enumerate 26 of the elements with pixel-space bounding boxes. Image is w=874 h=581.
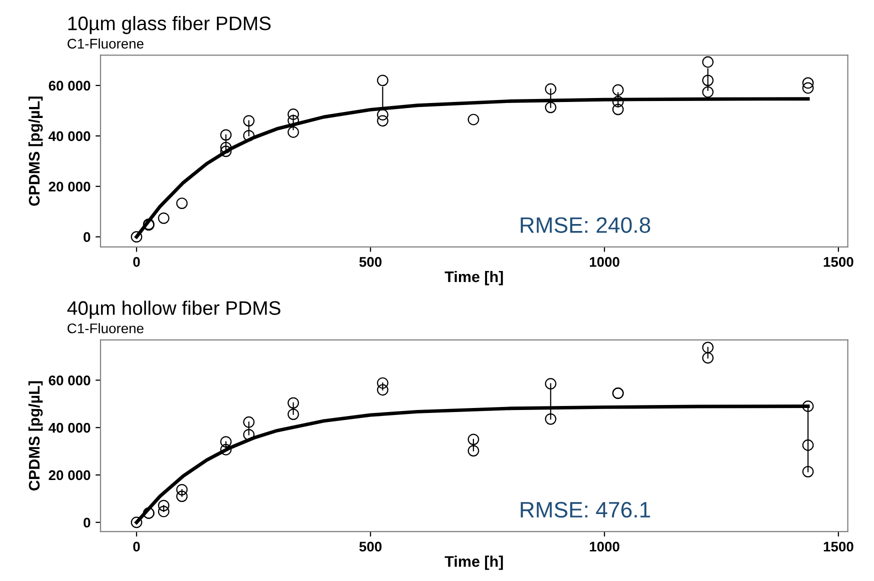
y-tick-label: 0 [84,518,90,528]
y-tick-label: 0 [84,232,90,242]
x-tick-label: 1500 [824,257,854,267]
x-axis-title: Time [h] [444,270,503,286]
x-tick-label: 1000 [590,542,620,552]
y-axis-title: CPDMS [pg/µL] [28,96,43,206]
chart-subtitle: C1-Fluorene [68,323,144,334]
y-axis-title: CPDMS [pg/µL] [28,381,43,490]
y-tick-label: 40 000 [48,131,90,142]
chart-title: 10µm glass fiber PDMS [68,16,271,34]
x-tick-label: 500 [359,542,382,552]
y-tick-label: 20 000 [48,470,90,480]
x-tick-label: 500 [359,257,382,267]
chart-title: 40µm hollow fiber PDMS [67,300,280,319]
y-tick-label: 20 000 [48,182,90,192]
y-tick-label: 40 000 [48,422,90,433]
x-tick-label: 1000 [590,257,620,267]
chart-subtitle: C1-Fluorene [68,38,144,49]
y-tick-label: 60 000 [48,376,90,386]
x-axis-title: Time [h] [444,556,503,570]
annotation: RMSE: 476.1 [520,502,650,518]
y-tick-label: 60 000 [48,80,90,91]
x-tick-label: 0 [133,542,140,552]
annotation: RMSE: 240.8 [520,217,650,233]
x-tick-label: 0 [133,257,140,267]
x-tick-label: 1500 [824,542,854,552]
